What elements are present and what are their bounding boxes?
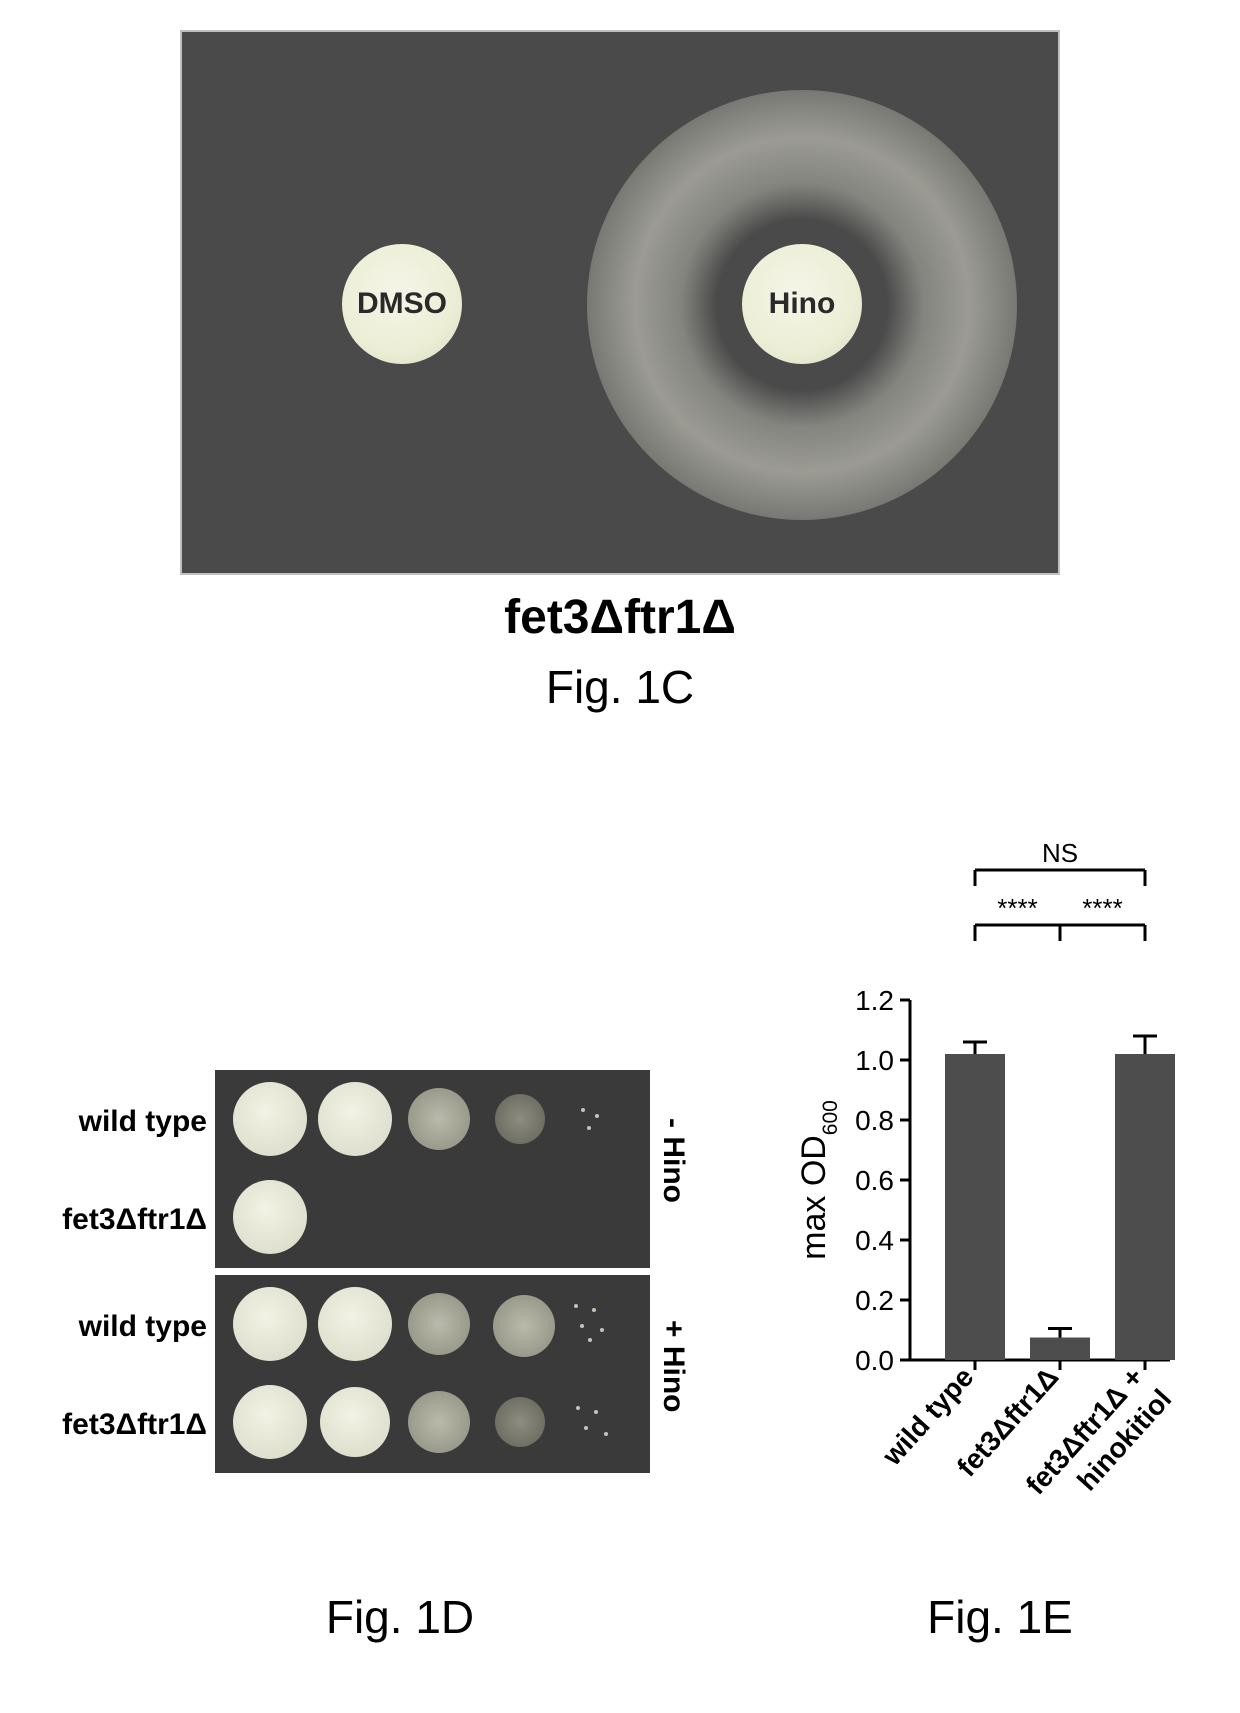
disc-dmso: DMSO xyxy=(342,244,462,364)
fig1d-divider xyxy=(215,1268,650,1275)
svg-text:0.2: 0.2 xyxy=(855,1285,894,1316)
svg-text:0.6: 0.6 xyxy=(855,1165,894,1196)
spot xyxy=(233,1287,307,1361)
fig1d-side-label-1: + Hino xyxy=(656,1320,690,1413)
spot-sparse xyxy=(570,1398,625,1453)
fig1d-row-label-3: fet3Δftr1Δ xyxy=(62,1408,207,1442)
svg-text:NS: NS xyxy=(1042,838,1078,868)
svg-text:1.2: 1.2 xyxy=(855,985,894,1016)
fig1d-caption: Fig. 1D xyxy=(150,1590,650,1644)
spot xyxy=(493,1295,555,1357)
spot xyxy=(233,1082,307,1156)
fig1d-row-label-0: wild type xyxy=(79,1105,207,1139)
fig1c-plate: DMSO Hino xyxy=(180,30,1060,575)
fig1e-svg: 0.0 0.2 0.4 0.6 0.8 1.0 1.2 max OD600 NS**** ****… xyxy=(780,830,1190,1530)
svg-text:0.0: 0.0 xyxy=(855,1345,894,1376)
fig1d-panel: wild type fet3Δftr1Δ wild type fet3Δftr1… xyxy=(215,1070,650,1475)
svg-text:****: **** xyxy=(997,893,1037,923)
fig1c-strain-label: fet3Δftr1Δ xyxy=(0,590,1240,645)
svg-text:****: **** xyxy=(1082,893,1122,923)
spot xyxy=(318,1287,392,1361)
spot xyxy=(318,1082,392,1156)
spot xyxy=(408,1391,470,1453)
spot xyxy=(233,1385,307,1459)
fig1e-panel: 0.0 0.2 0.4 0.6 0.8 1.0 1.2 max OD600 NS**** ****… xyxy=(780,830,1190,1530)
spot xyxy=(408,1088,470,1150)
disc-hino: Hino xyxy=(742,244,862,364)
spot-sparse xyxy=(575,1100,615,1140)
svg-text:0.8: 0.8 xyxy=(855,1105,894,1136)
spot-sparse xyxy=(570,1298,625,1353)
fig1d-side-label-0: - Hino xyxy=(656,1118,690,1203)
fig1c-caption: Fig. 1C xyxy=(0,660,1240,714)
spot xyxy=(495,1094,545,1144)
svg-text:1.0: 1.0 xyxy=(855,1045,894,1076)
svg-text:0.4: 0.4 xyxy=(855,1225,894,1256)
fig1d-row-label-2: wild type xyxy=(79,1310,207,1344)
spot xyxy=(233,1180,307,1254)
disc-hino-label: Hino xyxy=(769,287,836,321)
disc-dmso-label: DMSO xyxy=(357,287,447,321)
fig1d-row-label-1: fet3Δftr1Δ xyxy=(62,1203,207,1237)
spot xyxy=(495,1397,545,1447)
svg-text:max OD600: max OD600 xyxy=(795,1100,842,1260)
fig1e-caption: Fig. 1E xyxy=(800,1590,1200,1644)
spot xyxy=(408,1293,470,1355)
spot xyxy=(320,1387,390,1457)
